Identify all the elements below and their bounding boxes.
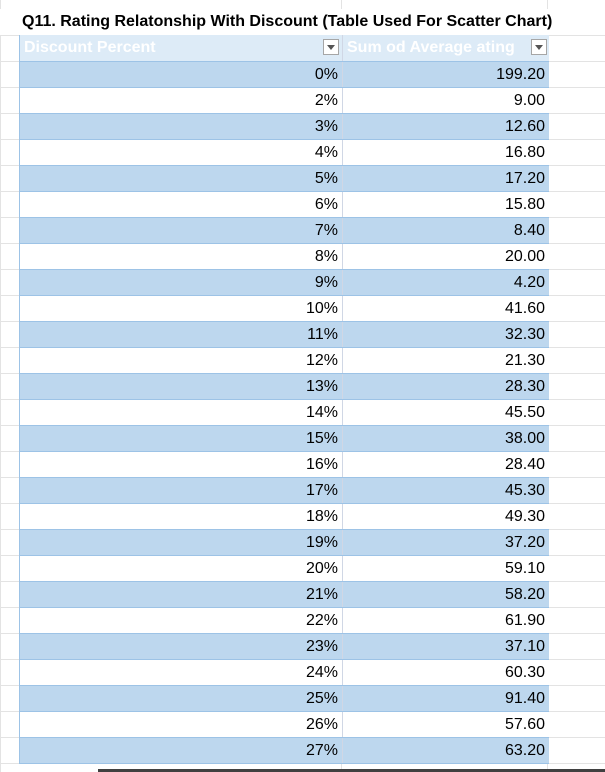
table-row: 3% 12.60 [20, 114, 549, 140]
table-row: 26% 57.60 [20, 712, 549, 738]
rating-sum-cell[interactable]: 38.00 [504, 430, 545, 447]
rating-sum-cell[interactable]: 57.60 [504, 716, 545, 733]
header-discount-percent[interactable]: Discount Percent [20, 35, 343, 61]
rating-sum-cell[interactable]: 28.40 [504, 456, 545, 473]
filter-dropdown-icon[interactable] [531, 39, 547, 55]
discount-percent-cell[interactable]: 18% [20, 504, 343, 529]
sheet-bottom-bar [98, 769, 605, 772]
rating-sum-cell[interactable]: 45.50 [504, 404, 545, 421]
filter-dropdown-icon[interactable] [323, 39, 339, 55]
discount-percent-cell[interactable]: 4% [20, 140, 343, 165]
rating-sum-cell[interactable]: 61.90 [504, 612, 545, 629]
table-row: 22% 61.90 [20, 608, 549, 634]
rating-sum-cell[interactable]: 8.40 [513, 222, 545, 239]
discount-percent-cell[interactable]: 26% [20, 712, 343, 737]
table-row: 17% 45.30 [20, 478, 549, 504]
table-row: 16% 28.40 [20, 452, 549, 478]
rating-sum-cell[interactable]: 199.20 [496, 66, 545, 83]
table-row: 9% 4.20 [20, 270, 549, 296]
header-sum-average-rating[interactable]: Sum od Average ating [343, 35, 549, 61]
rating-sum-cell[interactable]: 45.30 [504, 482, 545, 499]
discount-percent-cell[interactable]: 10% [20, 296, 343, 321]
discount-percent-cell[interactable]: 14% [20, 400, 343, 425]
table-row: 6% 15.80 [20, 192, 549, 218]
rating-sum-cell[interactable]: 17.20 [504, 170, 545, 187]
discount-percent-cell[interactable]: 8% [20, 244, 343, 269]
table-row: 5% 17.20 [20, 166, 549, 192]
table-row: 25% 91.40 [20, 686, 549, 712]
page-title[interactable]: Q11. Rating Relatonship With Discount (T… [0, 9, 605, 35]
table-row: 21% 58.20 [20, 582, 549, 608]
table-body: 0% 199.20 2% 9.00 3% 12.60 4% 16.80 5% 17.20 6% 15.… [20, 62, 549, 764]
rating-sum-cell[interactable]: 58.20 [504, 586, 545, 603]
rating-sum-cell[interactable]: 60.30 [504, 664, 545, 681]
discount-percent-cell[interactable]: 21% [20, 582, 343, 607]
discount-percent-cell[interactable]: 16% [20, 452, 343, 477]
table-row: 18% 49.30 [20, 504, 549, 530]
discount-percent-cell[interactable]: 0% [20, 62, 343, 87]
table-row: 19% 37.20 [20, 530, 549, 556]
table-row: 11% 32.30 [20, 322, 549, 348]
discount-percent-cell[interactable]: 25% [20, 686, 343, 711]
discount-percent-cell[interactable]: 11% [20, 322, 343, 347]
rating-sum-cell[interactable]: 63.20 [504, 742, 545, 759]
table-row: 15% 38.00 [20, 426, 549, 452]
discount-percent-cell[interactable]: 3% [20, 114, 343, 139]
rating-sum-cell[interactable]: 4.20 [513, 274, 545, 291]
rating-sum-cell[interactable]: 9.00 [513, 92, 545, 109]
table-row: 0% 199.20 [20, 62, 549, 88]
discount-percent-cell[interactable]: 5% [20, 166, 343, 191]
discount-percent-cell[interactable]: 17% [20, 478, 343, 503]
rating-sum-cell[interactable]: 20.00 [504, 248, 545, 265]
discount-percent-cell[interactable]: 7% [20, 218, 343, 243]
rating-sum-cell[interactable]: 41.60 [504, 300, 545, 317]
discount-percent-cell[interactable]: 19% [20, 530, 343, 555]
header-label: Sum od Average ating [347, 39, 515, 56]
table-row: 24% 60.30 [20, 660, 549, 686]
table-row: 23% 37.10 [20, 634, 549, 660]
pivot-table: Discount Percent Sum od Average ating 0%… [19, 35, 549, 764]
rating-sum-cell[interactable]: 37.20 [504, 534, 545, 551]
table-row: 10% 41.60 [20, 296, 549, 322]
table-row: 20% 59.10 [20, 556, 549, 582]
discount-percent-cell[interactable]: 15% [20, 426, 343, 451]
rating-sum-cell[interactable]: 32.30 [504, 326, 545, 343]
header-label: Discount Percent [24, 39, 156, 56]
table-row: 14% 45.50 [20, 400, 549, 426]
table-row: 27% 63.20 [20, 738, 549, 764]
discount-percent-cell[interactable]: 22% [20, 608, 343, 633]
rating-sum-cell[interactable]: 28.30 [504, 378, 545, 395]
rating-sum-cell[interactable]: 21.30 [504, 352, 545, 369]
table-row: 12% 21.30 [20, 348, 549, 374]
rating-sum-cell[interactable]: 91.40 [504, 690, 545, 707]
table-header: Discount Percent Sum od Average ating [20, 35, 549, 62]
discount-percent-cell[interactable]: 2% [20, 88, 343, 113]
discount-percent-cell[interactable]: 6% [20, 192, 343, 217]
rating-sum-cell[interactable]: 16.80 [504, 144, 545, 161]
table-row: 8% 20.00 [20, 244, 549, 270]
table-row: 2% 9.00 [20, 88, 549, 114]
rating-sum-cell[interactable]: 15.80 [504, 196, 545, 213]
discount-percent-cell[interactable]: 13% [20, 374, 343, 399]
discount-percent-cell[interactable]: 27% [20, 738, 343, 763]
discount-percent-cell[interactable]: 12% [20, 348, 343, 373]
table-row: 13% 28.30 [20, 374, 549, 400]
discount-percent-cell[interactable]: 20% [20, 556, 343, 581]
table-row: 7% 8.40 [20, 218, 549, 244]
rating-sum-cell[interactable]: 37.10 [504, 638, 545, 655]
rating-sum-cell[interactable]: 59.10 [504, 560, 545, 577]
discount-percent-cell[interactable]: 9% [20, 270, 343, 295]
rating-sum-cell[interactable]: 12.60 [504, 118, 545, 135]
discount-percent-cell[interactable]: 24% [20, 660, 343, 685]
rating-sum-cell[interactable]: 49.30 [504, 508, 545, 525]
discount-percent-cell[interactable]: 23% [20, 634, 343, 659]
table-row: 4% 16.80 [20, 140, 549, 166]
